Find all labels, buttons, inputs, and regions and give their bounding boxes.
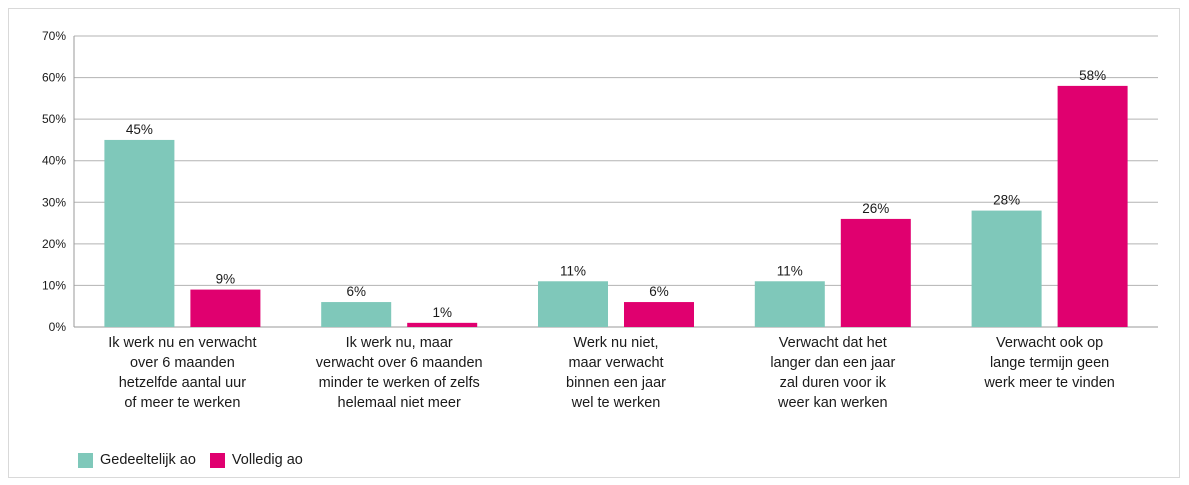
y-tick-label-50: 50%: [42, 112, 66, 126]
data-label-s0-c4: 28%: [993, 193, 1020, 208]
legend-label-gedeeltelijk: Gedeeltelijk ao: [100, 452, 196, 468]
bar-s1-c1: [407, 322, 478, 327]
bar-s0-c2: [538, 281, 608, 327]
bar-s1-c0: [190, 289, 261, 327]
data-label-s1-c1: 1%: [432, 305, 452, 320]
data-label-s1-c4: 58%: [1079, 68, 1106, 83]
legend-item-gedeeltelijk: Gedeeltelijk ao: [78, 452, 196, 468]
bar-s1-c4: [1057, 85, 1128, 327]
bar-s1-c2: [624, 302, 694, 327]
data-label-s1-c0: 9%: [216, 272, 236, 287]
legend-label-volledig: Volledig ao: [231, 452, 303, 468]
bar-s0-c3: [754, 281, 825, 327]
legend: Gedeeltelijk ao Volledig ao: [78, 452, 317, 468]
bar-s0-c1: [321, 302, 392, 327]
y-tick-label-0: 0%: [49, 320, 67, 334]
bar-s1-c3: [840, 218, 911, 327]
legend-item-volledig: Volledig ao: [209, 452, 303, 468]
category-label-3: Verwacht dat het langer dan een jaar zal…: [770, 335, 896, 411]
bar-s0-c4: [971, 210, 1042, 327]
data-label-s0-c2: 11%: [560, 263, 586, 278]
data-label-s0-c3: 11%: [777, 263, 803, 278]
y-tick-label-20: 20%: [42, 237, 66, 251]
data-label-s0-c1: 6%: [346, 284, 366, 299]
bar-s0-c0: [104, 139, 175, 327]
y-tick-label-60: 60%: [42, 71, 66, 85]
data-label-s1-c3: 26%: [862, 201, 889, 216]
category-label-1: Ik werk nu, maar verwacht over 6 maanden…: [315, 335, 483, 411]
legend-swatch-volledig: [209, 452, 225, 468]
y-tick-label-10: 10%: [42, 278, 66, 292]
y-tick-label-40: 40%: [42, 154, 66, 168]
legend-swatch-gedeeltelijk: [78, 452, 93, 468]
category-label-0: Ik werk nu en verwacht over 6 maanden he…: [108, 335, 257, 411]
y-tick-label-30: 30%: [42, 195, 66, 209]
data-label-s0-c0: 45%: [126, 122, 153, 137]
category-label-4: Verwacht ook op lange termijn geen werk …: [984, 335, 1115, 391]
data-label-s1-c2: 6%: [649, 284, 669, 299]
y-tick-label-70: 70%: [42, 29, 66, 43]
category-label-2: Werk nu niet, maar verwacht binnen een j…: [566, 335, 666, 411]
